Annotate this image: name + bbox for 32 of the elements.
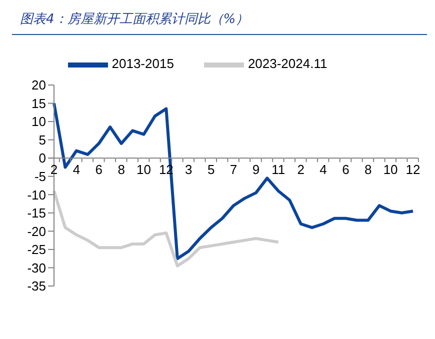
- x-tick-label: 10: [383, 162, 398, 178]
- y-tick-label: -30: [27, 260, 46, 276]
- legend-label: 2013-2015: [112, 56, 174, 72]
- y-tick-label: 10: [32, 114, 46, 130]
- x-tick-label: 3: [185, 162, 192, 178]
- x-tick-label: 2: [297, 162, 304, 178]
- y-tick-label: 5: [38, 132, 46, 148]
- y-tick-label: 20: [32, 78, 46, 93]
- y-tick-label: -10: [27, 187, 46, 202]
- chart-title: 图表4：房屋新开工面积累计同比（%）: [12, 8, 427, 35]
- x-tick-label: 11: [272, 162, 286, 178]
- x-tick-label: 2: [50, 162, 58, 178]
- x-tick-label: 5: [207, 162, 215, 178]
- x-tick-label: 7: [230, 162, 238, 178]
- x-tick-label: 12: [406, 162, 420, 178]
- y-tick-label: 15: [32, 96, 46, 111]
- x-tick-label: 9: [252, 162, 260, 178]
- x-tick-label: 4: [72, 162, 80, 178]
- x-tick-label: 6: [342, 162, 350, 178]
- x-tick-label: 8: [364, 162, 372, 178]
- x-tick-label: 10: [136, 162, 151, 178]
- y-tick-label: -35: [27, 278, 46, 294]
- x-tick-label: 6: [95, 162, 102, 178]
- y-tick-label: 0: [38, 150, 46, 166]
- line-series: [52, 189, 280, 268]
- legend-label: 2023-2024.11: [248, 56, 328, 72]
- y-tick-label: -20: [27, 224, 46, 239]
- x-tick-label: 4: [320, 162, 327, 178]
- y-tick-label: -5: [34, 168, 46, 184]
- y-tick-label: -25: [27, 242, 46, 258]
- x-tick-label: 8: [118, 162, 125, 178]
- y-tick-label: -15: [27, 206, 46, 221]
